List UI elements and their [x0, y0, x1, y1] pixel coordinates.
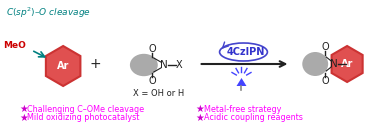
Text: O: O — [321, 42, 329, 52]
Text: O: O — [148, 76, 156, 86]
Text: ★: ★ — [19, 113, 28, 123]
Text: N: N — [330, 59, 338, 69]
Text: Mild oxidizing photocatalyst: Mild oxidizing photocatalyst — [27, 114, 139, 122]
Text: O: O — [321, 76, 329, 86]
Text: Acidic coupling reagents: Acidic coupling reagents — [204, 114, 302, 122]
Ellipse shape — [302, 52, 328, 76]
Text: Metal-free strategy: Metal-free strategy — [204, 104, 281, 114]
Text: N: N — [160, 60, 168, 70]
Text: 4CzIPN: 4CzIPN — [226, 47, 265, 57]
Text: $C(sp^2)$–$O$ cleavage: $C(sp^2)$–$O$ cleavage — [6, 6, 91, 20]
Text: Ar: Ar — [341, 59, 353, 69]
Text: Challenging C–OMe cleavage: Challenging C–OMe cleavage — [27, 104, 144, 114]
Ellipse shape — [130, 54, 158, 76]
Text: O: O — [148, 44, 156, 54]
Text: X = OH or H: X = OH or H — [133, 88, 184, 98]
Text: ★: ★ — [196, 104, 204, 114]
Text: ★: ★ — [196, 113, 204, 123]
Text: Ar: Ar — [57, 61, 69, 71]
Text: ★: ★ — [19, 104, 28, 114]
Polygon shape — [237, 78, 246, 86]
Text: MeO: MeO — [3, 40, 26, 50]
Text: X: X — [175, 60, 182, 70]
Polygon shape — [332, 46, 363, 82]
Text: +: + — [89, 57, 101, 71]
Polygon shape — [46, 46, 81, 86]
